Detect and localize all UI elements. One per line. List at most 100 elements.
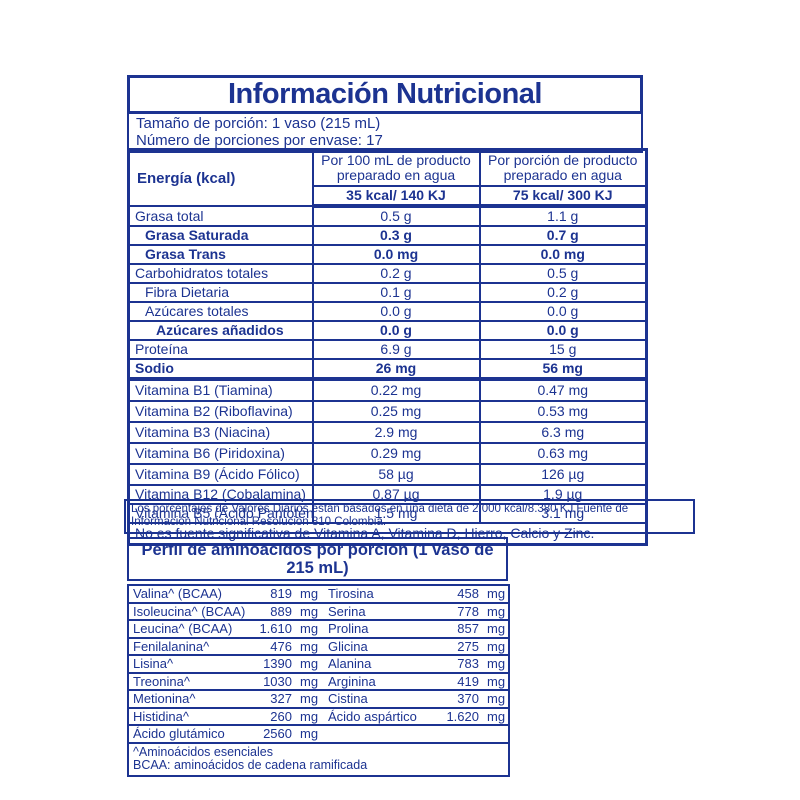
amino-unit: mg bbox=[481, 672, 509, 691]
nutrient-portion-value: 6.3 mg bbox=[478, 421, 648, 444]
essential-amino-note: ^Aminoácidos esenciales bbox=[133, 744, 273, 759]
nutrient-portion-value: 1.1 g bbox=[478, 205, 648, 227]
nutrient-portion-value: 0.53 mg bbox=[478, 400, 648, 423]
energy-per-100ml: 35 kcal/ 140 KJ bbox=[311, 185, 481, 208]
amino-name: Cistina bbox=[324, 690, 426, 709]
amino-notes: ^Aminoácidos esenciales BCAA: aminoácido… bbox=[128, 741, 509, 776]
amino-name: Valina^ (BCAA) bbox=[128, 585, 246, 604]
table-row: Ácido glutámico 2560 mg bbox=[128, 725, 509, 744]
amino-unit: mg bbox=[294, 637, 324, 656]
table-row: Isoleucina^ (BCAA) 889 mg Serina 778 mg bbox=[128, 602, 509, 621]
table-row: Leucina^ (BCAA) 1.610 mg Prolina 857 mg bbox=[128, 620, 509, 639]
table-row: Vitamina B9 (Ácido Fólico) 58 µg 126 µg bbox=[127, 463, 648, 486]
amino-value: 1030 bbox=[246, 672, 294, 691]
amino-value: 476 bbox=[246, 637, 294, 656]
table-row: Proteína 6.9 g 15 g bbox=[127, 339, 648, 360]
nutrient-per100-value: 0.22 mg bbox=[311, 378, 481, 402]
table-row: Fibra Dietaria 0.1 g 0.2 g bbox=[127, 282, 648, 303]
amino-unit: mg bbox=[481, 637, 509, 656]
nutrient-label: Azúcares añadidos bbox=[127, 320, 314, 341]
amino-unit: mg bbox=[481, 620, 509, 639]
table-row: Metionina^ 327 mg Cistina 370 mg bbox=[128, 690, 509, 709]
nutrient-portion-value: 0.63 mg bbox=[478, 442, 648, 465]
nutrient-portion-value: 0.47 mg bbox=[478, 378, 648, 402]
table-row: Lisina^ 1390 mg Alanina 783 mg bbox=[128, 655, 509, 674]
table-header-row: Energía (kcal) Por 100 mL de producto pr… bbox=[127, 148, 648, 207]
nutrient-label: Vitamina B9 (Ácido Fólico) bbox=[127, 463, 314, 486]
amino-value: 1390 bbox=[246, 655, 294, 674]
amino-name: Fenilalanina^ bbox=[128, 637, 246, 656]
amino-name-empty bbox=[324, 725, 426, 744]
table-row: Fenilalanina^ 476 mg Glicina 275 mg bbox=[128, 637, 509, 656]
amino-unit: mg bbox=[481, 707, 509, 726]
servings-per-container-line: Número de porciones por envase: 17 bbox=[136, 131, 383, 149]
table-row: Sodio 26 mg 56 mg bbox=[127, 358, 648, 381]
amino-unit: mg bbox=[294, 620, 324, 639]
nutrient-label: Azúcares totales bbox=[127, 301, 314, 322]
amino-name: Lisina^ bbox=[128, 655, 246, 674]
amino-value: 419 bbox=[426, 672, 481, 691]
serving-size-line: Tamaño de porción: 1 vaso (215 mL) bbox=[136, 115, 381, 132]
amino-unit: mg bbox=[481, 602, 509, 621]
amino-acid-table: Valina^ (BCAA) 819 mg Tirosina 458 mg Is… bbox=[127, 584, 510, 777]
amino-unit: mg bbox=[294, 585, 324, 604]
table-row: Carbohidratos totales 0.2 g 0.5 g bbox=[127, 263, 648, 284]
amino-unit-empty bbox=[481, 725, 509, 744]
amino-unit: mg bbox=[481, 690, 509, 709]
table-row: Valina^ (BCAA) 819 mg Tirosina 458 mg bbox=[128, 585, 509, 604]
energy-values-row: 35 kcal/ 140 KJ 75 kcal/ 300 KJ bbox=[129, 185, 648, 208]
table-row: Grasa total 0.5 g 1.1 g bbox=[127, 205, 648, 227]
amino-name: Treonina^ bbox=[128, 672, 246, 691]
amino-value: 783 bbox=[426, 655, 481, 674]
amino-name: Tirosina bbox=[324, 585, 426, 604]
table-row: Grasa Trans 0.0 mg 0.0 mg bbox=[127, 244, 648, 265]
amino-value: 1.620 bbox=[426, 707, 481, 726]
nutrient-portion-value: 0.2 g bbox=[478, 282, 648, 303]
nutrient-portion-value: 15 g bbox=[478, 339, 648, 360]
amino-value: 889 bbox=[246, 602, 294, 621]
amino-name: Ácido glutámico bbox=[128, 725, 246, 744]
nutrient-label: Vitamina B2 (Riboflavina) bbox=[127, 400, 314, 423]
nutrient-portion-value: 56 mg bbox=[478, 358, 648, 381]
amino-value: 458 bbox=[426, 585, 481, 604]
amino-unit: mg bbox=[294, 655, 324, 674]
column-header-per-100ml: Por 100 mL de producto preparado en agua bbox=[311, 148, 481, 187]
amino-unit: mg bbox=[294, 602, 324, 621]
amino-name: Isoleucina^ (BCAA) bbox=[128, 602, 246, 621]
amino-value: 327 bbox=[246, 690, 294, 709]
nutrient-label: Vitamina B3 (Niacina) bbox=[127, 421, 314, 444]
page-title: Información Nutricional bbox=[127, 75, 643, 114]
nutrient-portion-value: 0.0 g bbox=[478, 301, 648, 322]
nutrient-per100-value: 6.9 g bbox=[311, 339, 481, 360]
daily-values-disclaimer: Los porcentajes de Valores Diarios están… bbox=[124, 499, 695, 534]
amino-acid-section: Perfil de aminoácidos por porción (1 vas… bbox=[127, 537, 510, 777]
table-row: Treonina^ 1030 mg Arginina 419 mg bbox=[128, 672, 509, 691]
amino-name: Ácido aspártico bbox=[324, 707, 426, 726]
nutrient-per100-value: 0.2 g bbox=[311, 263, 481, 284]
nutrient-label: Grasa Saturada bbox=[127, 225, 314, 246]
nutrient-per100-value: 0.0 mg bbox=[311, 244, 481, 265]
amino-name: Alanina bbox=[324, 655, 426, 674]
amino-value: 857 bbox=[426, 620, 481, 639]
table-row: Vitamina B6 (Piridoxina) 0.29 mg 0.63 mg bbox=[127, 442, 648, 465]
amino-value: 778 bbox=[426, 602, 481, 621]
amino-name: Leucina^ (BCAA) bbox=[128, 620, 246, 639]
nutrient-per100-value: 0.5 g bbox=[311, 205, 481, 227]
nutrient-label: Fibra Dietaria bbox=[127, 282, 314, 303]
amino-profile-title: Perfil de aminoácidos por porción (1 vas… bbox=[127, 537, 508, 581]
amino-unit: mg bbox=[294, 725, 324, 744]
table-row: Vitamina B3 (Niacina) 2.9 mg 6.3 mg bbox=[127, 421, 648, 444]
nutrient-per100-value: 0.1 g bbox=[311, 282, 481, 303]
amino-name: Metionina^ bbox=[128, 690, 246, 709]
energy-header: Energía (kcal) bbox=[127, 148, 314, 207]
nutrient-label: Proteína bbox=[127, 339, 314, 360]
nutrient-per100-value: 1.5 mg bbox=[311, 503, 481, 524]
nutrient-per100-value: 26 mg bbox=[311, 358, 481, 381]
table-row: Azúcares añadidos 0.0 g 0.0 g bbox=[127, 320, 648, 341]
nutrient-label: Vitamina B6 (Piridoxina) bbox=[127, 442, 314, 465]
nutrient-per100-value: 0.0 g bbox=[311, 320, 481, 341]
amino-name: Serina bbox=[324, 602, 426, 621]
nutrient-portion-value: 0.0 g bbox=[478, 320, 648, 341]
amino-value-empty bbox=[426, 725, 481, 744]
